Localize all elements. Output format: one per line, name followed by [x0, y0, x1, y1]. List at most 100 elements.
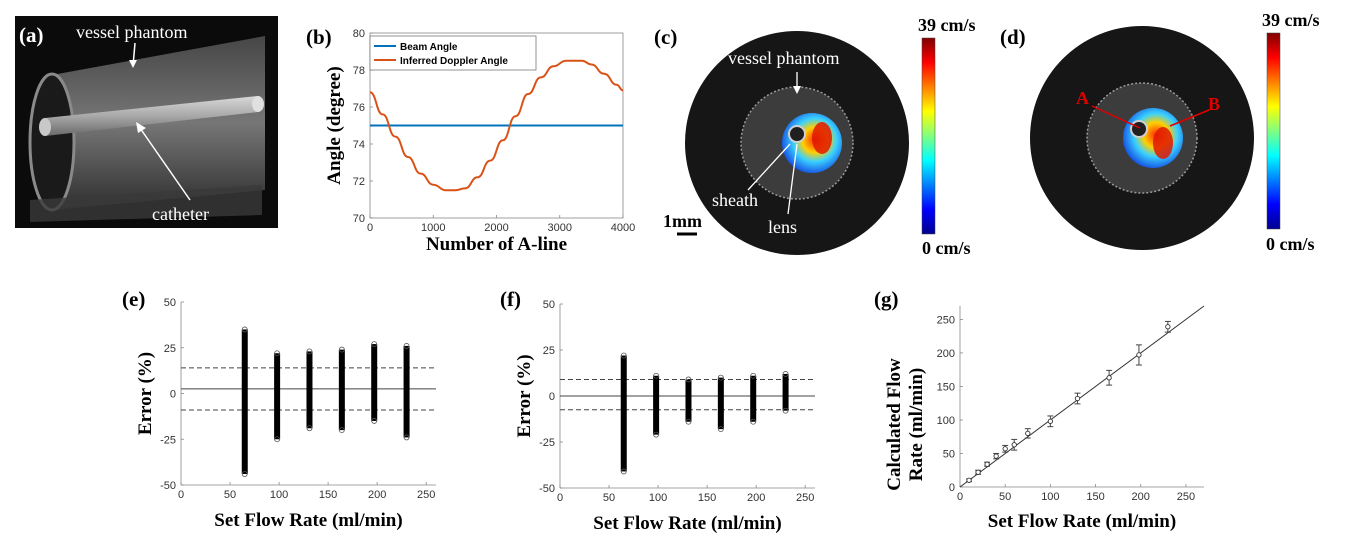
- column-max-point: [371, 341, 378, 347]
- data-column: [717, 377, 724, 430]
- colorbar-c-min: 0 cm/s: [922, 238, 971, 258]
- chart-e: 0 50 100 150 200 250 -50 -25 0 25 50 Set Flow Rate …: [135, 297, 436, 531]
- panel-g-label: (g): [874, 287, 899, 311]
- y-tick-label: 78: [353, 65, 365, 77]
- panel-a: (a) vessel phantom catheter: [15, 16, 278, 228]
- y-tick-label: 74: [353, 139, 365, 151]
- data-column: [750, 375, 757, 422]
- y-axis-label: Error (%): [514, 354, 535, 437]
- x-tick-label: 100: [1041, 491, 1059, 503]
- catheter-arrow: [139, 127, 191, 201]
- x-tick-label: 250: [796, 492, 814, 504]
- data-column: [653, 375, 660, 435]
- y-tick-label: 200: [937, 348, 955, 360]
- flow-map: [782, 113, 842, 173]
- y-tick-label: 50: [164, 297, 176, 309]
- x-tick-label: 50: [224, 489, 236, 501]
- panel-f-label: (f): [500, 287, 521, 311]
- colorbar-d: [1266, 32, 1281, 230]
- data-point: [984, 461, 990, 467]
- x-tick-label: 200: [1132, 491, 1150, 503]
- x-tick-label: 200: [747, 492, 765, 504]
- catheter-cross-section-d: [1130, 120, 1148, 138]
- y-tick-label: 76: [353, 102, 365, 114]
- x-axis-label: Number of A-line: [426, 234, 567, 255]
- y-tick-label: 25: [164, 343, 176, 355]
- x-tick-label: 2000: [484, 222, 508, 234]
- x-axis-label: Set Flow Rate (ml/min): [988, 511, 1176, 532]
- column-min-point: [717, 426, 724, 433]
- y-tick-label: 70: [353, 213, 365, 225]
- column-min-point: [306, 425, 313, 432]
- data-point: [1025, 430, 1031, 437]
- x-tick-label: 150: [319, 489, 337, 501]
- chart-b: 0 1000 2000 3000 4000 70 72 74 76 78 80 Beam Angle I…: [324, 28, 635, 255]
- sheath-label: sheath: [712, 190, 758, 210]
- column-min-point: [620, 468, 627, 475]
- panel-f: (f) 0 50 100 150 200 250 -50 -25 0 25 50 Set Flow R…: [500, 287, 815, 534]
- y-tick-label: 72: [353, 176, 365, 188]
- data-column: [782, 373, 789, 411]
- column-max-point: [274, 350, 281, 357]
- x-tick-label: 0: [557, 492, 563, 504]
- panel-e: (e) 0 50 100 150 200 250 -50 -25 0 25 50 Set Flow R…: [122, 287, 436, 531]
- data-column: [685, 379, 692, 422]
- data-point: [975, 469, 981, 475]
- data-column: [306, 351, 313, 429]
- column-max-point: [403, 343, 410, 349]
- data-point: [1165, 324, 1171, 330]
- fit-line: [959, 305, 1205, 488]
- column-max-point: [620, 352, 627, 359]
- x-tick-label: 50: [603, 492, 615, 504]
- colorbar-d-min: 0 cm/s: [1266, 234, 1315, 254]
- y-tick-label: 250: [937, 314, 955, 326]
- column-min-point: [338, 427, 345, 434]
- data-column: [274, 353, 281, 440]
- y-tick-label: 50: [943, 448, 955, 460]
- catheter-arrowhead: [136, 122, 146, 133]
- data-point: [966, 477, 972, 483]
- x-tick-label: 250: [417, 489, 435, 501]
- y-tick-label: 150: [937, 381, 955, 393]
- marker-a-label: A: [1076, 88, 1089, 108]
- colorbar-c: [921, 37, 936, 235]
- data-point: [1136, 352, 1142, 358]
- x-tick-label: 4000: [611, 222, 635, 234]
- marker-b-line: [1169, 109, 1210, 127]
- x-tick-label: 0: [367, 222, 373, 234]
- legend-entry: Beam Angle: [400, 42, 458, 53]
- data-point: [1011, 442, 1017, 448]
- data-point: [993, 453, 999, 459]
- flow-peak: [812, 122, 832, 154]
- x-tick-label: 200: [368, 489, 386, 501]
- x-tick-label: 100: [649, 492, 667, 504]
- panel-d-label: (d): [1000, 25, 1026, 49]
- legend-box: [369, 35, 537, 71]
- y-tick-label: -25: [160, 434, 176, 446]
- vessel-phantom-annotation: vessel phantom: [76, 22, 187, 42]
- x-tick-label: 50: [999, 491, 1011, 503]
- x-axis-label: Set Flow Rate (ml/min): [214, 510, 402, 531]
- scalebar-label: 1mm: [663, 211, 702, 231]
- marker-b-label: B: [1208, 94, 1220, 114]
- legend-entry: Inferred Doppler Angle: [400, 56, 508, 67]
- x-tick-label: 0: [178, 489, 184, 501]
- y-axis-label: Calculated FlowRate (ml/min): [884, 358, 927, 491]
- flow-peak-d: [1153, 127, 1173, 159]
- marker-a-line: [1091, 105, 1141, 129]
- x-tick-label: 100: [270, 489, 288, 501]
- panel-a-label: (a): [19, 23, 44, 47]
- data-column: [403, 345, 410, 438]
- doppler-angle-line: [369, 59, 624, 192]
- x-axis-label: Set Flow Rate (ml/min): [593, 513, 781, 534]
- colorbar-c-max: 39 cm/s: [918, 15, 976, 35]
- x-tick-label: 150: [1086, 491, 1104, 503]
- panel-b: (b) 0 1000 2000 3000 4000 70 72 74 76 78 80 Beam An…: [306, 25, 635, 255]
- data-point: [1047, 418, 1054, 424]
- column-max-point: [685, 376, 692, 383]
- column-min-point: [653, 431, 660, 438]
- y-tick-label: 0: [549, 391, 555, 403]
